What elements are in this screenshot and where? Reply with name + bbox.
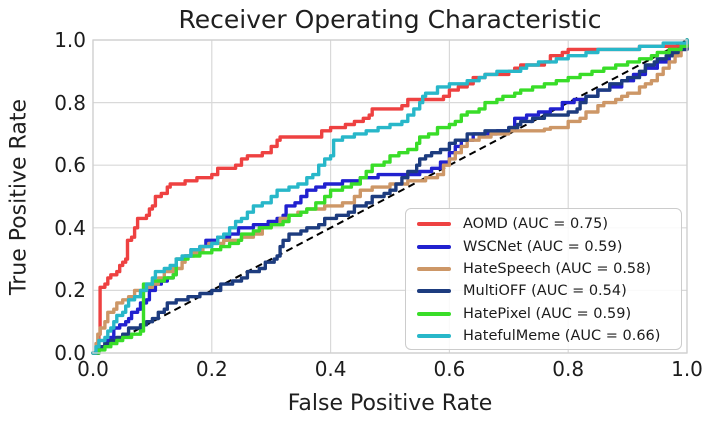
legend-swatch-hatespeech [417, 267, 451, 271]
x-tick-label: 0.0 [77, 357, 109, 381]
legend-swatch-multioff [417, 289, 451, 294]
axes-spines [92, 39, 688, 354]
y-tick-label: 0.0 [54, 341, 86, 365]
legend-item-label: AOMD (AUC = 0.75) [463, 216, 608, 233]
roc-curve-aomd [91, 38, 689, 355]
legend-row: MultiOFF (AUC = 0.54) [412, 280, 681, 302]
y-tick-label: 1.0 [54, 28, 86, 52]
legend-swatch-hatefulmeme [417, 334, 451, 339]
x-axis-label: False Positive Rate [287, 391, 493, 416]
legend: AOMD (AUC = 0.75) WSCNet (AUC = 0.59) Hate… [405, 208, 682, 350]
roc-curve-hatefulmeme [91, 38, 689, 355]
chance-diagonal-line [92, 39, 688, 354]
legend-row: HatefulMeme (AUC = 0.66) [412, 325, 681, 347]
legend-row: HatePixel (AUC = 0.59) [412, 303, 681, 325]
x-tick-label: 0.6 [433, 357, 466, 381]
roc-curve-wscnet [91, 38, 689, 355]
x-tick-label: 0.4 [314, 357, 347, 381]
legend-swatch-wscnet [417, 244, 451, 249]
chart-title: Receiver Operating Characteristic [178, 5, 602, 34]
legend-item-label: HateSpeech (AUC = 0.58) [463, 260, 652, 277]
legend-row: WSCNet (AUC = 0.59) [412, 235, 681, 257]
legend-swatch-hatepixel [417, 311, 451, 316]
legend-item-label: HatefulMeme (AUC = 0.66) [463, 328, 661, 345]
legend-swatch-aomd [417, 222, 451, 227]
legend-row: AOMD (AUC = 0.75) [412, 213, 681, 235]
x-tick-label: 0.2 [195, 357, 228, 381]
legend-item-label: HatePixel (AUC = 0.59) [463, 305, 632, 322]
roc-curve-multioff [91, 38, 689, 355]
y-tick-label: 0.6 [54, 153, 86, 178]
legend-item-label: WSCNet (AUC = 0.59) [463, 238, 623, 255]
x-tick-label: 1.0 [671, 357, 703, 381]
y-tick-label: 0.4 [54, 215, 86, 240]
roc-curve-hatepixel [91, 38, 689, 355]
y-tick-label: 0.2 [54, 278, 86, 303]
y-axis-label: True Positive Rate [6, 99, 32, 295]
legend-row: HateSpeech (AUC = 0.58) [412, 258, 681, 280]
y-tick-label: 0.8 [54, 90, 86, 115]
legend-item-label: MultiOFF (AUC = 0.54) [463, 283, 627, 300]
x-tick-label: 0.8 [552, 357, 585, 381]
